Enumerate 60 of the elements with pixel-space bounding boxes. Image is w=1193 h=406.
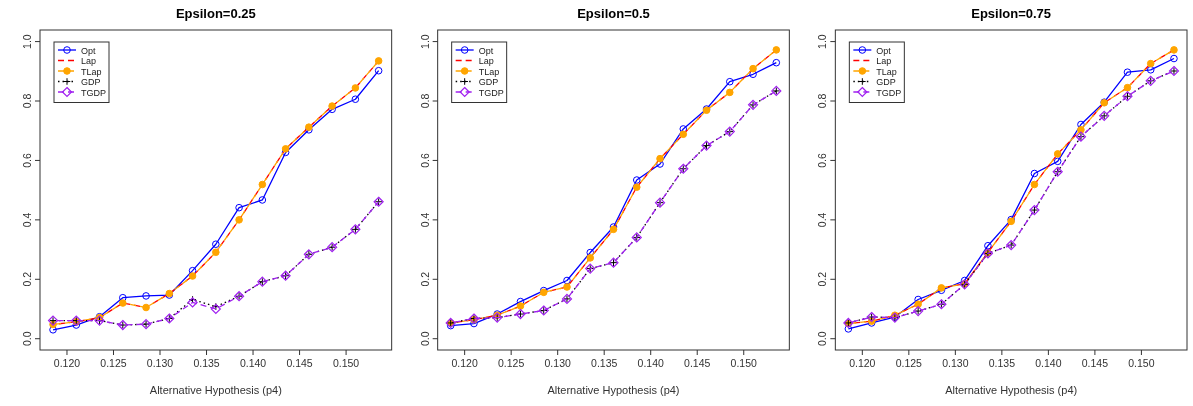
x-tick-label: 0.125 [100, 357, 127, 369]
x-tick-label: 0.150 [1128, 357, 1155, 369]
y-tick-label: 0.0 [21, 331, 33, 347]
x-tick-label: 0.135 [591, 357, 618, 369]
y-tick-label: 0.6 [21, 152, 33, 168]
x-tick-label: 0.120 [451, 357, 478, 369]
y-tick-label: 0.8 [21, 93, 33, 109]
legend-label: Lap [478, 56, 494, 66]
x-tick-label: 0.130 [544, 357, 571, 369]
y-tick-label: 0.4 [21, 212, 33, 228]
legend-label: TLap [478, 66, 500, 77]
y-tick-label: 0.6 [816, 152, 829, 168]
x-tick-label: 0.145 [286, 357, 313, 369]
y-tick-label: 1.0 [816, 34, 829, 49]
x-tick-label: 0.150 [730, 357, 758, 369]
legend-label: Lap [876, 56, 892, 66]
chart-title: Epsilon=0.25 [175, 6, 256, 21]
legend-label: Opt [81, 45, 97, 56]
x-tick-label: 0.130 [942, 357, 969, 369]
legend-label: GDP [478, 77, 499, 87]
legend-label: TGDP [81, 87, 107, 98]
legend-label: TGDP [876, 87, 902, 98]
y-tick-label: 1.0 [21, 34, 33, 49]
y-tick-label: 0.2 [418, 271, 431, 287]
x-axis-title: Alternative Hypothesis (p4) [547, 384, 680, 396]
legend-label: TLap [81, 66, 102, 77]
y-tick-label: 0.4 [816, 212, 829, 228]
legend-label: Opt [478, 45, 494, 56]
legend-label: GDP [876, 77, 896, 87]
y-tick-label: 0.8 [418, 93, 431, 109]
x-axis-title: Alternative Hypothesis (p4) [149, 384, 282, 396]
y-tick-label: 0.8 [816, 93, 829, 109]
x-tick-label: 0.120 [849, 357, 876, 369]
legend-label: GDP [81, 77, 101, 87]
x-tick-label: 0.150 [332, 357, 360, 369]
x-tick-label: 0.140 [637, 357, 665, 369]
x-tick-label: 0.140 [1035, 357, 1062, 369]
x-tick-label: 0.145 [1081, 357, 1109, 369]
x-tick-label: 0.140 [239, 357, 267, 369]
y-tick-label: 0.6 [418, 152, 431, 168]
legend-label: TLap [876, 66, 897, 77]
legend-label: Opt [876, 45, 892, 56]
x-tick-label: 0.135 [988, 357, 1016, 369]
x-tick-label: 0.120 [53, 357, 81, 369]
x-tick-label: 0.130 [146, 357, 174, 369]
x-tick-label: 0.125 [498, 357, 525, 369]
x-tick-label: 0.135 [193, 357, 220, 369]
legend-label: TGDP [478, 87, 504, 98]
y-tick-label: 0.0 [418, 331, 431, 347]
chart-title: Epsilon=0.75 [971, 6, 1052, 21]
chart-title: Epsilon=0.5 [577, 6, 650, 21]
x-tick-label: 0.125 [895, 357, 923, 369]
legend-label: Lap [81, 56, 97, 66]
y-tick-label: 0.4 [418, 212, 431, 228]
x-tick-label: 0.145 [684, 357, 711, 369]
y-tick-label: 0.0 [816, 331, 829, 347]
x-axis-title: Alternative Hypothesis (p4) [945, 384, 1078, 396]
y-tick-label: 0.2 [21, 271, 33, 287]
y-tick-label: 1.0 [418, 34, 431, 49]
y-tick-label: 0.2 [816, 271, 829, 287]
